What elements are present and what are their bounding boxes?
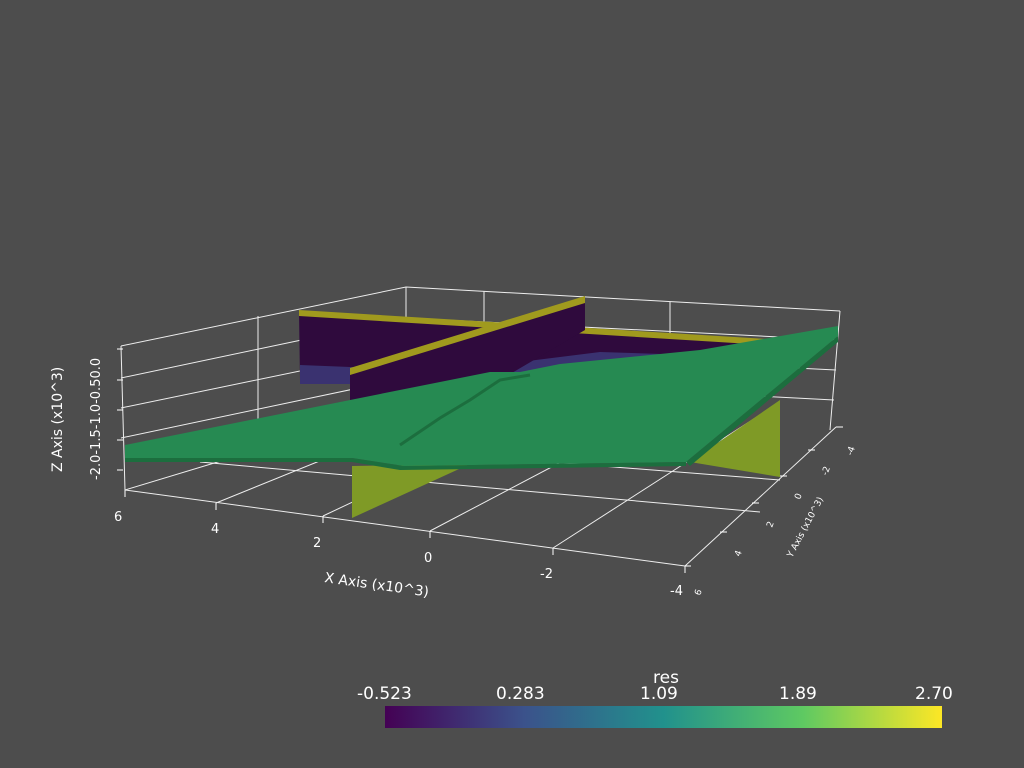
ridge xyxy=(399,373,531,447)
x-tick-2: 2 xyxy=(313,536,321,551)
y-tick-2: 2 xyxy=(765,520,776,529)
y-axis-title: Y Axis (x10^3) xyxy=(785,496,826,561)
x-tick-m2: -2 xyxy=(540,567,553,582)
x-axis-title: X Axis (x10^3) xyxy=(323,570,429,600)
colorbar-title: res xyxy=(653,668,679,688)
lower-yellow-slab-front xyxy=(352,464,470,518)
y-tick-0: 0 xyxy=(793,492,804,501)
colorbar-label-3: 1.89 xyxy=(779,684,817,704)
y-tick-m4: -4 xyxy=(845,445,858,457)
x-tick-m4: -4 xyxy=(670,584,683,599)
x-axis-ticks xyxy=(124,490,686,573)
x-tick-4: 4 xyxy=(211,522,219,537)
y-tick-6: 6 xyxy=(693,588,704,597)
colorbar-gradient xyxy=(385,706,942,728)
y-tick-4: 4 xyxy=(733,549,744,558)
y-axis-ticks xyxy=(685,426,843,567)
surface-topography xyxy=(125,326,838,466)
surface-right-edge xyxy=(686,336,838,466)
z-axis-title: Z Axis (x10^3) xyxy=(50,367,66,472)
z-axis-tick-labels: -2.0-1.5-1.0-0.50.0 xyxy=(89,358,104,480)
z-axis-ticks xyxy=(117,348,123,471)
colorbar-label-0: -0.523 xyxy=(357,684,412,704)
slice-transverse-top-band xyxy=(350,296,585,375)
surface-edge xyxy=(125,458,686,470)
x-tick-0: 0 xyxy=(424,551,432,566)
colorbar-label-1: 0.283 xyxy=(496,684,545,704)
colorbar: res -0.523 0.283 1.09 1.89 2.70 xyxy=(357,668,967,738)
lower-yellow-slab-right xyxy=(690,400,780,477)
x-tick-6: 6 xyxy=(114,510,122,525)
colorbar-label-2: 1.09 xyxy=(640,684,678,704)
y-tick-m2: -2 xyxy=(820,465,832,477)
colorbar-label-4: 2.70 xyxy=(915,684,953,704)
